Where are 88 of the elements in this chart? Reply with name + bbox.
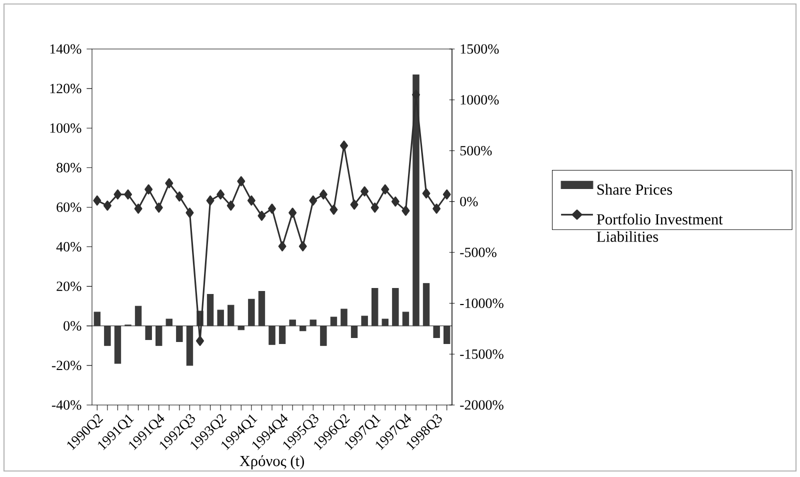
point — [309, 195, 318, 206]
point — [432, 204, 441, 214]
point — [288, 208, 297, 218]
y-tick-label: 0% — [64, 321, 82, 331]
y2-tick-label: -2000% — [460, 400, 504, 410]
bar — [248, 298, 255, 326]
point — [93, 195, 102, 206]
point — [103, 200, 112, 211]
bar — [340, 308, 348, 326]
bar — [217, 310, 224, 326]
y2-tick-label: 1000% — [460, 95, 499, 105]
bar — [228, 304, 234, 326]
bar — [206, 294, 214, 326]
bar — [134, 306, 142, 326]
point — [114, 189, 122, 200]
y-tick-label: 80% — [56, 162, 82, 172]
bar — [330, 316, 338, 326]
y-tick-label: 40% — [56, 242, 82, 252]
y-tick-label: 120% — [50, 84, 82, 94]
point — [237, 176, 246, 186]
bar — [94, 312, 101, 326]
legend-label: Portfolio Investment Liabilities — [596, 214, 723, 242]
bar — [145, 326, 152, 340]
point — [144, 184, 153, 194]
bar — [258, 290, 266, 326]
point — [165, 178, 174, 188]
y-tick-label: 100% — [50, 123, 82, 133]
bar — [238, 326, 245, 330]
point — [412, 90, 420, 100]
point — [278, 241, 286, 252]
bar — [104, 326, 111, 346]
point — [442, 189, 451, 200]
bar — [392, 288, 399, 326]
bar — [176, 326, 183, 342]
y-tick-label: 20% — [56, 282, 82, 292]
point — [206, 195, 214, 206]
y2-tick-label: 1500% — [460, 44, 499, 54]
bar — [268, 326, 276, 345]
y2-tick-label: 0% — [460, 196, 478, 206]
point — [268, 204, 276, 214]
point — [216, 189, 225, 200]
bar — [361, 316, 368, 326]
bar — [372, 288, 378, 326]
bar — [156, 326, 162, 346]
point — [330, 204, 338, 215]
y2-tick-label: -500% — [460, 248, 496, 258]
bar — [278, 326, 286, 344]
y2-tick-label: -1000% — [460, 298, 504, 308]
y-tick-label: 60% — [56, 202, 82, 212]
y-tick-label: -40% — [52, 400, 82, 410]
y-tick-label: 140% — [50, 44, 82, 54]
point — [370, 202, 379, 213]
point — [298, 241, 307, 252]
point — [258, 210, 266, 221]
bar — [166, 318, 173, 326]
point — [186, 208, 194, 218]
point — [391, 196, 400, 207]
y2-tick-label: -1500% — [460, 349, 504, 359]
bar — [350, 326, 358, 338]
point — [319, 189, 328, 200]
bar — [444, 326, 450, 344]
x-axis-title: Χρόνος (t) — [240, 455, 304, 470]
point — [226, 200, 235, 211]
bar — [320, 326, 327, 346]
point — [175, 191, 184, 202]
point — [247, 195, 256, 206]
y-tick-label: -20% — [52, 360, 82, 370]
bar — [114, 326, 122, 364]
y2-tick-label: 500% — [460, 146, 492, 156]
point — [124, 189, 132, 200]
point — [350, 200, 358, 210]
bar — [310, 320, 317, 326]
bar — [289, 320, 296, 326]
bar — [382, 318, 388, 326]
bar — [402, 312, 410, 326]
point — [381, 184, 390, 194]
point — [360, 186, 369, 196]
point — [422, 188, 430, 198]
point — [196, 336, 204, 346]
point — [402, 206, 410, 216]
bar — [186, 326, 194, 366]
legend-label: Share Prices — [597, 184, 672, 195]
bar — [422, 283, 430, 326]
bar — [433, 326, 440, 338]
bar — [300, 326, 306, 332]
point — [134, 204, 142, 214]
point — [154, 202, 163, 213]
point — [340, 140, 348, 151]
